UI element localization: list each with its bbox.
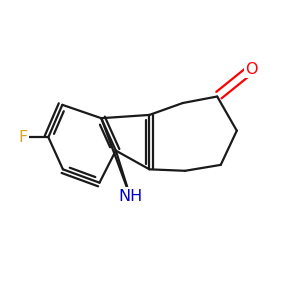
Text: F: F bbox=[19, 130, 28, 145]
Text: O: O bbox=[245, 62, 257, 77]
Text: NH: NH bbox=[118, 189, 142, 204]
